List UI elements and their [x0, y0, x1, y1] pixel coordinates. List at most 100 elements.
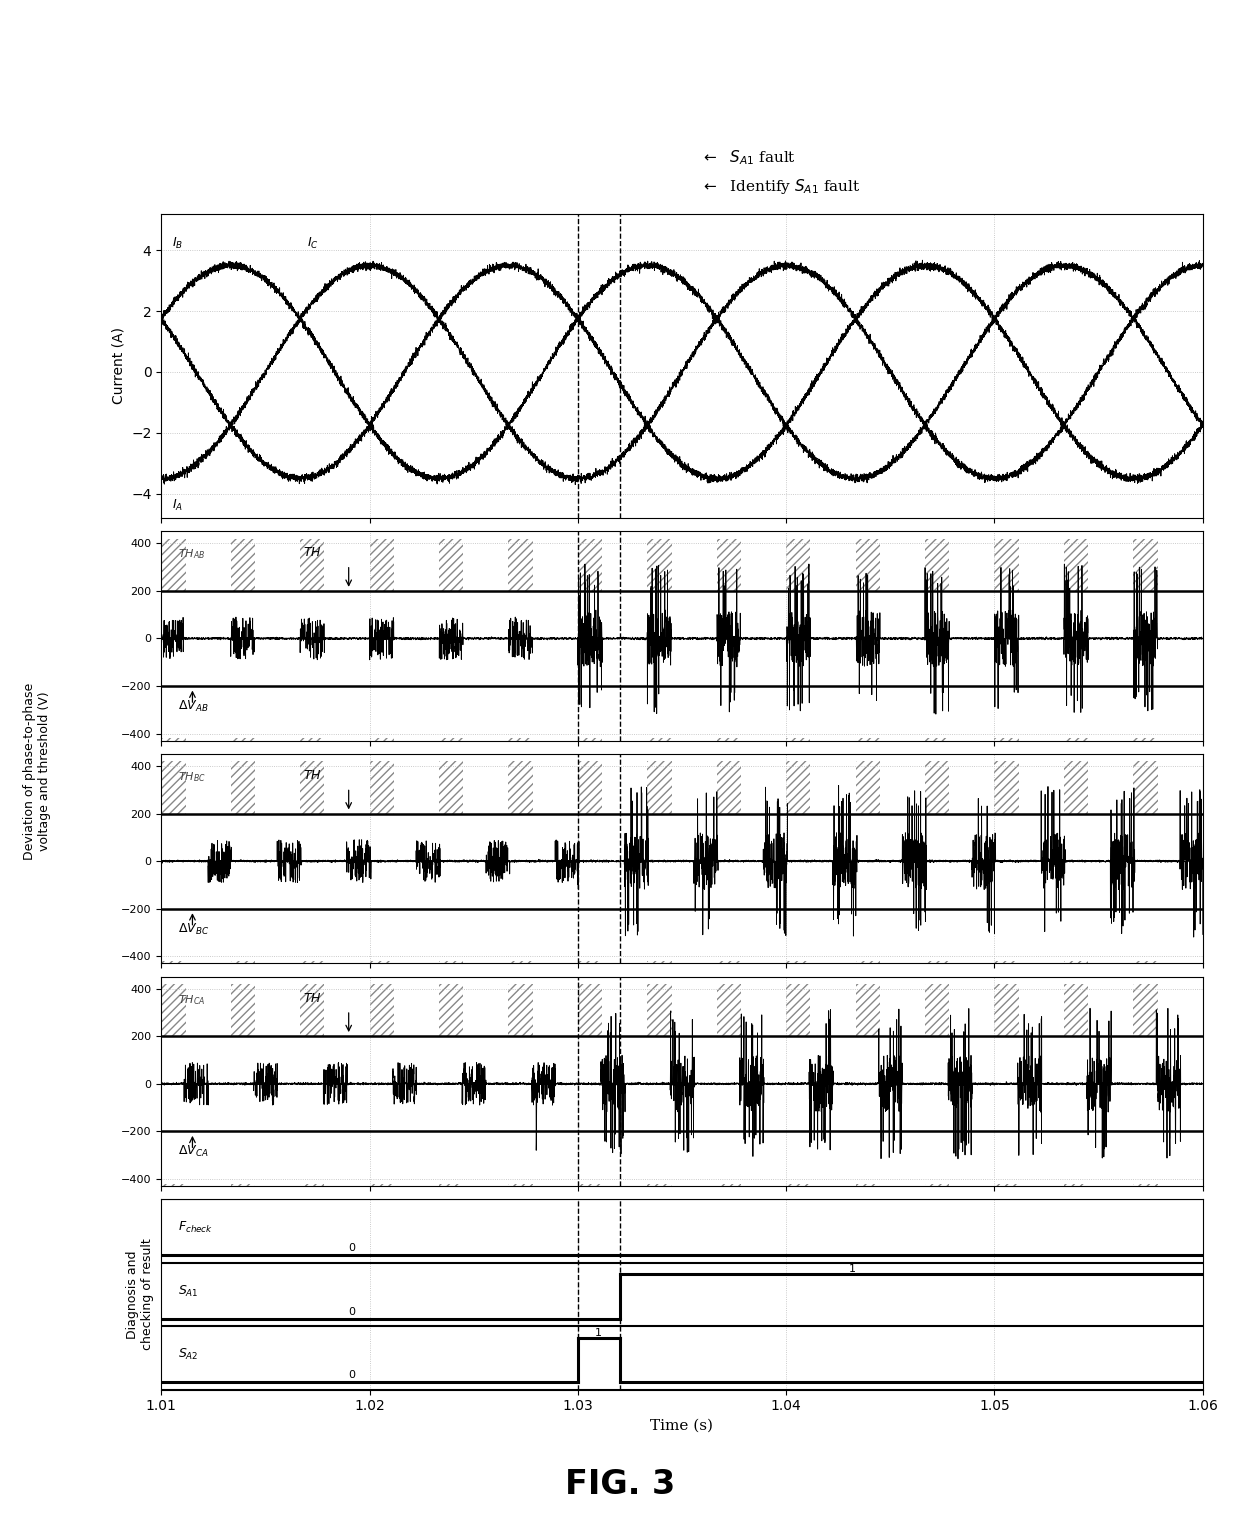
Bar — [578, 983, 603, 1037]
Bar — [508, 539, 533, 591]
Text: $F_{check}$: $F_{check}$ — [177, 1220, 213, 1235]
Bar — [786, 539, 811, 591]
Text: $TH$: $TH$ — [303, 991, 321, 1005]
Bar — [1064, 539, 1089, 591]
Bar — [370, 1183, 394, 1235]
Bar — [231, 983, 255, 1037]
Text: 0: 0 — [348, 1370, 356, 1380]
Text: $\leftarrow$  $S_{A1}$ fault: $\leftarrow$ $S_{A1}$ fault — [701, 148, 796, 166]
Bar — [231, 738, 255, 791]
Bar — [717, 960, 742, 1014]
Bar — [994, 738, 1019, 791]
Text: $I_C$: $I_C$ — [308, 237, 319, 252]
Bar — [994, 762, 1019, 814]
Bar — [994, 1183, 1019, 1235]
Bar — [925, 960, 950, 1014]
Text: $TH_{CA}$: $TH_{CA}$ — [177, 993, 206, 1006]
Bar — [1064, 762, 1089, 814]
Text: 1: 1 — [848, 1264, 856, 1275]
Bar — [647, 762, 672, 814]
Bar — [717, 539, 742, 591]
Bar — [508, 983, 533, 1037]
Bar — [370, 762, 394, 814]
Text: $\leftarrow$  Identify $S_{A1}$ fault: $\leftarrow$ Identify $S_{A1}$ fault — [701, 177, 861, 195]
Bar — [578, 960, 603, 1014]
Y-axis label: Diagnosis and
checking of result: Diagnosis and checking of result — [126, 1238, 154, 1350]
Bar — [508, 960, 533, 1014]
Text: FIG. 3: FIG. 3 — [565, 1467, 675, 1501]
Text: $TH$: $TH$ — [303, 770, 321, 782]
Text: Deviation of phase-to-phase
voltage and threshold (V): Deviation of phase-to-phase voltage and … — [24, 683, 51, 860]
Bar — [300, 1183, 325, 1235]
Bar — [161, 762, 186, 814]
Bar — [300, 762, 325, 814]
Bar — [1064, 983, 1089, 1037]
Bar — [300, 539, 325, 591]
Text: $S_{A1}$: $S_{A1}$ — [177, 1284, 198, 1299]
Bar — [856, 1183, 880, 1235]
Bar — [439, 738, 464, 791]
Bar — [717, 738, 742, 791]
Bar — [647, 983, 672, 1037]
Bar — [925, 539, 950, 591]
Bar — [647, 738, 672, 791]
Bar — [1133, 539, 1158, 591]
Bar — [925, 738, 950, 791]
Bar — [508, 738, 533, 791]
Text: $TH_{BC}$: $TH_{BC}$ — [177, 770, 206, 783]
Bar — [300, 983, 325, 1037]
Bar — [508, 1183, 533, 1235]
Text: 0: 0 — [348, 1307, 356, 1316]
Bar — [647, 960, 672, 1014]
Text: $I_B$: $I_B$ — [171, 237, 182, 252]
Bar — [994, 539, 1019, 591]
Bar — [1133, 738, 1158, 791]
Bar — [370, 738, 394, 791]
Bar — [161, 960, 186, 1014]
Text: 1: 1 — [594, 1327, 601, 1338]
Bar — [994, 960, 1019, 1014]
Bar — [856, 983, 880, 1037]
Text: $TH_{AB}$: $TH_{AB}$ — [177, 548, 205, 562]
X-axis label: Time (s): Time (s) — [651, 1419, 713, 1432]
Bar — [786, 738, 811, 791]
Text: $\Delta V_{CA}$: $\Delta V_{CA}$ — [177, 1144, 208, 1159]
Bar — [161, 539, 186, 591]
Text: $S_{A2}$: $S_{A2}$ — [177, 1347, 198, 1362]
Bar — [231, 1183, 255, 1235]
Text: $TH$: $TH$ — [303, 547, 321, 559]
Bar — [578, 539, 603, 591]
Bar — [717, 762, 742, 814]
Bar — [647, 1183, 672, 1235]
Bar — [231, 960, 255, 1014]
Bar — [439, 983, 464, 1037]
Bar — [439, 1183, 464, 1235]
Bar — [856, 539, 880, 591]
Bar — [856, 960, 880, 1014]
Bar — [578, 1183, 603, 1235]
Text: $I_A$: $I_A$ — [171, 498, 182, 513]
Bar — [925, 1183, 950, 1235]
Bar — [439, 960, 464, 1014]
Y-axis label: Current (A): Current (A) — [112, 327, 125, 405]
Bar — [925, 983, 950, 1037]
Bar — [786, 960, 811, 1014]
Text: 0: 0 — [348, 1243, 356, 1254]
Bar — [370, 983, 394, 1037]
Bar — [578, 738, 603, 791]
Bar — [1133, 1183, 1158, 1235]
Bar — [856, 762, 880, 814]
Bar — [1064, 960, 1089, 1014]
Bar — [161, 738, 186, 791]
Bar — [300, 738, 325, 791]
Bar — [994, 983, 1019, 1037]
Bar — [300, 960, 325, 1014]
Bar — [439, 539, 464, 591]
Bar — [508, 762, 533, 814]
Bar — [786, 983, 811, 1037]
Bar — [1133, 762, 1158, 814]
Bar — [370, 960, 394, 1014]
Bar — [717, 983, 742, 1037]
Bar — [439, 762, 464, 814]
Bar — [161, 983, 186, 1037]
